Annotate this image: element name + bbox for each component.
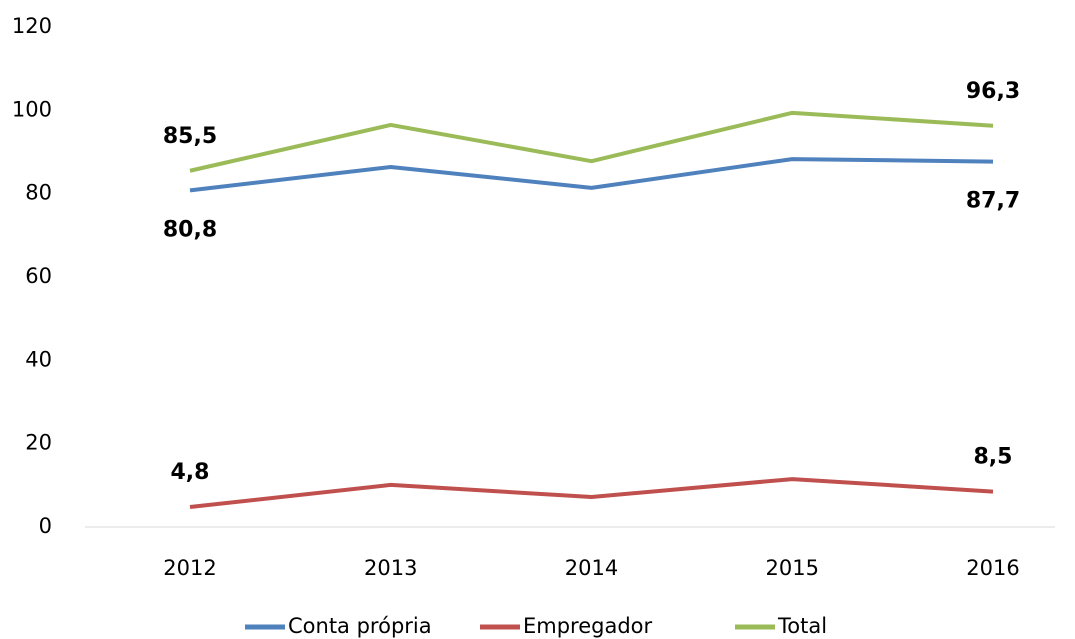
y-tick-label: 0 <box>39 514 52 538</box>
series-line <box>189 110 994 173</box>
series-line <box>189 477 994 509</box>
y-tick-label: 100 <box>12 97 52 121</box>
legend-label: Empregador <box>523 614 653 638</box>
x-tick-label: 2014 <box>565 556 618 580</box>
x-tick-label: 2013 <box>364 556 417 580</box>
series-line <box>189 157 994 193</box>
x-tick-label: 2012 <box>163 556 216 580</box>
x-tick-label: 2015 <box>766 556 819 580</box>
legend-label: Conta própria <box>288 614 432 638</box>
y-tick-label: 40 <box>25 347 52 371</box>
y-tick-label: 80 <box>25 181 52 205</box>
x-tick-label: 2016 <box>966 556 1019 580</box>
data-label: 8,5 <box>974 445 1013 470</box>
data-label: 96,3 <box>966 79 1020 104</box>
y-tick-label: 120 <box>12 14 52 38</box>
data-label: 87,7 <box>966 189 1020 214</box>
legend-label: Total <box>777 614 827 638</box>
y-tick-label: 60 <box>25 264 52 288</box>
data-label: 80,8 <box>163 217 217 242</box>
data-label: 85,5 <box>163 124 217 149</box>
data-label: 4,8 <box>171 460 210 485</box>
y-tick-label: 20 <box>25 431 52 455</box>
